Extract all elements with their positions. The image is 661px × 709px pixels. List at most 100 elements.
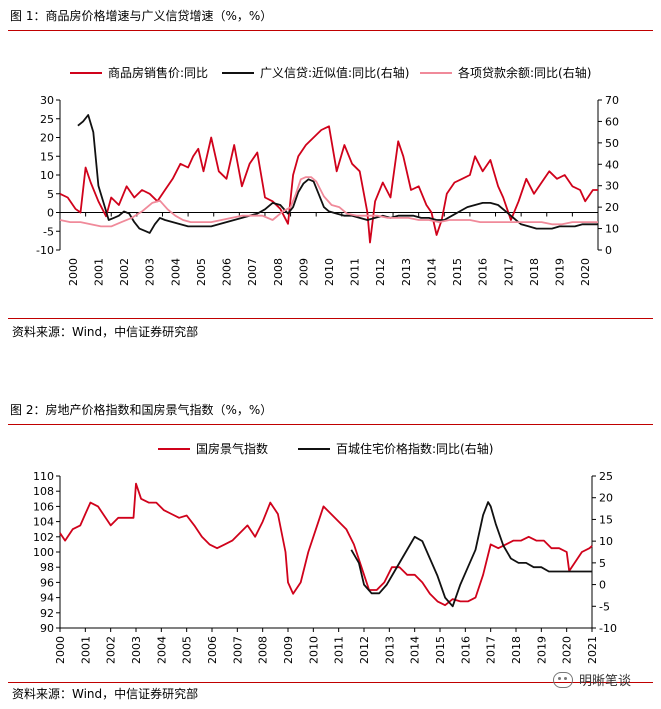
figure1-legend-item-0: 商品房销售价:同比 <box>70 64 208 81</box>
x-tick-label: 2012 <box>374 258 387 286</box>
y-left-tick-label: 92 <box>40 607 54 620</box>
y-right-tick-label: 10 <box>599 535 613 548</box>
x-tick-label: 2004 <box>169 258 182 286</box>
y-right-tick-label: 5 <box>599 557 606 570</box>
x-tick-label: 2019 <box>554 258 567 286</box>
legend-swatch <box>298 447 330 450</box>
legend-label: 各项贷款余额:同比(右轴) <box>458 66 592 80</box>
figure1-title: 图 1：商品房价格增速与广义信贷增速（%，%） <box>10 9 273 23</box>
watermark: 明晰笔谈 <box>552 670 631 689</box>
figure1-legend-item-1: 广义信贷:近似值:同比(右轴) <box>222 64 409 81</box>
x-tick-label: 2009 <box>282 636 295 664</box>
series-line-1 <box>77 114 598 234</box>
figure1-top-rule <box>8 30 653 31</box>
y-left-tick-label: 25 <box>40 113 54 126</box>
figure2-top-rule <box>8 424 653 425</box>
x-tick-label: 2011 <box>333 636 346 664</box>
y-left-tick-label: 90 <box>40 622 54 635</box>
x-tick-label: 2002 <box>118 258 131 286</box>
legend-label: 商品房销售价:同比 <box>108 66 209 80</box>
y-left-tick-label: -5 <box>43 225 54 238</box>
x-tick-label: 2001 <box>79 636 92 664</box>
x-tick-label: 2013 <box>383 636 396 664</box>
watermark-text: 明晰笔谈 <box>578 674 631 689</box>
y-right-tick-label: 20 <box>599 492 613 505</box>
y-left-tick-label: 20 <box>40 132 54 145</box>
y-right-tick-label: 50 <box>605 137 619 150</box>
x-tick-label: 2018 <box>528 258 541 286</box>
y-right-tick-label: 30 <box>605 180 619 193</box>
x-tick-label: 2008 <box>257 636 270 664</box>
x-tick-label: 2006 <box>221 258 234 286</box>
series-line-2 <box>59 176 598 228</box>
x-tick-label: 2020 <box>579 258 592 286</box>
x-tick-label: 2010 <box>307 636 320 664</box>
x-tick-label: 2006 <box>206 636 219 664</box>
x-tick-label: 2020 <box>561 636 574 664</box>
figure2-legend-item-0: 国房景气指数 <box>158 440 268 457</box>
legend-swatch <box>420 71 452 74</box>
x-tick-label: 2003 <box>144 258 157 286</box>
figure1-legend-item-2: 各项贷款余额:同比(右轴) <box>420 64 591 81</box>
x-tick-label: 2000 <box>67 258 80 286</box>
y-right-tick-label: 40 <box>605 158 619 171</box>
x-tick-label: 2008 <box>272 258 285 286</box>
y-right-tick-label: 0 <box>599 579 606 592</box>
x-tick-label: 2013 <box>400 258 413 286</box>
x-tick-label: 2021 <box>586 636 599 664</box>
x-tick-label: 2002 <box>105 636 118 664</box>
x-tick-label: 2012 <box>358 636 371 664</box>
x-tick-label: 2018 <box>510 636 523 664</box>
series-line-0 <box>59 125 598 244</box>
y-left-tick-label: 110 <box>33 470 54 483</box>
y-right-tick-label: 20 <box>605 201 619 214</box>
x-tick-label: 2004 <box>155 636 168 664</box>
figure2-bottom-rule <box>8 682 653 683</box>
y-right-tick-label: 10 <box>605 223 619 236</box>
y-left-tick-label: 94 <box>40 592 54 605</box>
y-left-tick-label: 96 <box>40 576 54 589</box>
wechat-icon <box>552 671 573 688</box>
x-tick-label: 2001 <box>92 258 105 286</box>
x-tick-label: 2019 <box>535 636 548 664</box>
x-tick-label: 2005 <box>181 636 194 664</box>
y-right-tick-label: 70 <box>605 94 619 107</box>
y-left-tick-label: 30 <box>40 94 54 107</box>
x-tick-label: 2011 <box>349 258 362 286</box>
figure2-source: 资料来源：Wind，中信证券研究部 <box>12 687 199 701</box>
y-right-tick-label: 0 <box>605 244 612 257</box>
y-left-tick-label: 15 <box>40 150 54 163</box>
x-tick-label: 2016 <box>477 258 490 286</box>
x-tick-label: 2014 <box>425 258 438 286</box>
x-tick-label: 2015 <box>451 258 464 286</box>
y-left-tick-label: 108 <box>33 485 54 498</box>
x-tick-label: 2014 <box>409 636 422 664</box>
y-right-tick-label: 25 <box>599 470 613 483</box>
y-right-tick-label: 60 <box>605 115 619 128</box>
y-right-tick-label: -10 <box>599 622 617 635</box>
figure2-legend-item-1: 百城住宅价格指数:同比(右轴) <box>298 440 493 457</box>
x-tick-label: 2007 <box>231 636 244 664</box>
x-tick-label: 2009 <box>297 258 310 286</box>
y-left-tick-label: 100 <box>33 546 54 559</box>
x-tick-label: 2017 <box>502 258 515 286</box>
y-left-tick-label: 104 <box>33 516 54 529</box>
y-left-tick-label: 98 <box>40 561 54 574</box>
y-right-tick-label: -5 <box>599 600 610 613</box>
x-tick-label: 2015 <box>434 636 447 664</box>
y-left-tick-label: 5 <box>47 188 54 201</box>
x-tick-label: 2017 <box>485 636 498 664</box>
legend-label: 国房景气指数 <box>196 442 269 456</box>
legend-swatch <box>222 71 254 74</box>
y-right-tick-label: 15 <box>599 513 613 526</box>
legend-label: 百城住宅价格指数:同比(右轴) <box>336 442 494 456</box>
figure2-title: 图 2：房地产价格指数和国房景气指数（%，%） <box>10 403 273 417</box>
x-tick-label: 2000 <box>54 636 67 664</box>
x-tick-label: 2007 <box>246 258 259 286</box>
figure1-source: 资料来源：Wind，中信证券研究部 <box>12 325 199 339</box>
y-left-tick-label: 106 <box>33 500 54 513</box>
x-tick-label: 2010 <box>323 258 336 286</box>
x-tick-label: 2016 <box>459 636 472 664</box>
